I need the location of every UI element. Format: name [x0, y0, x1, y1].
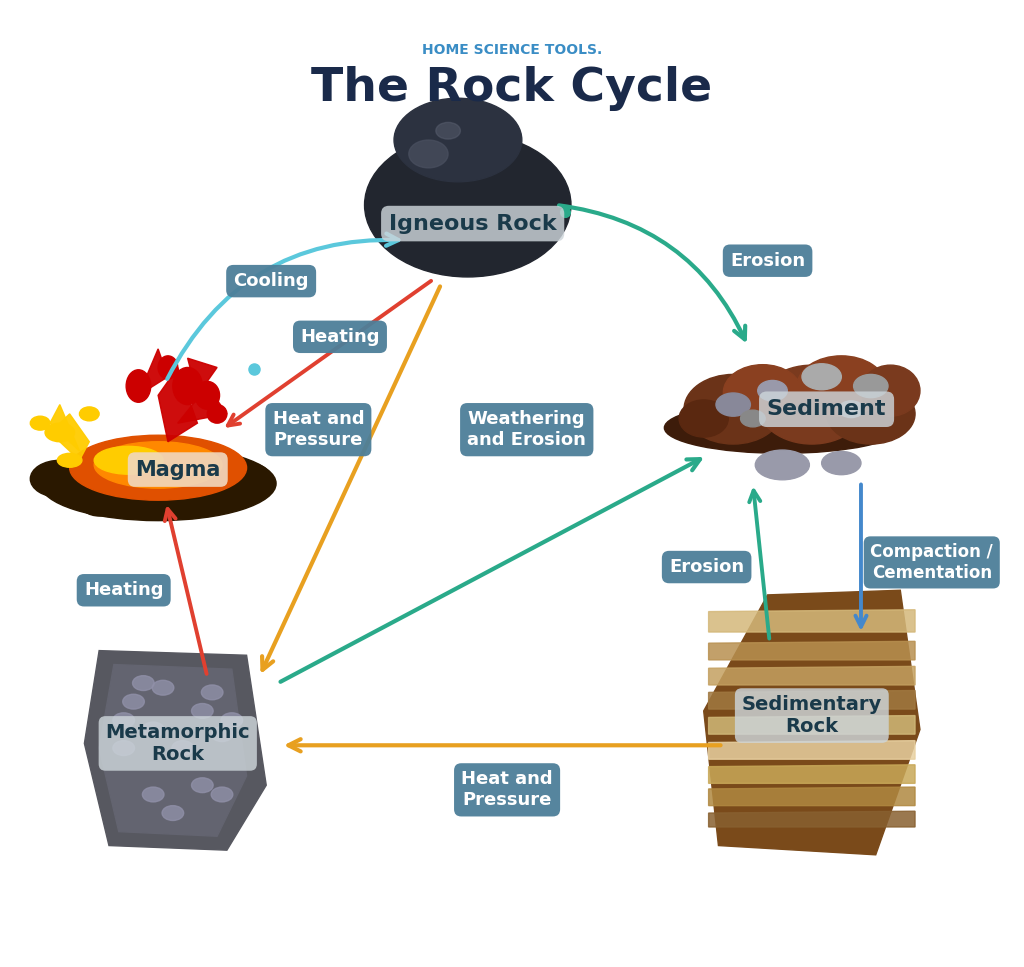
Ellipse shape [40, 447, 276, 520]
Ellipse shape [665, 402, 900, 454]
Ellipse shape [70, 435, 247, 500]
Ellipse shape [826, 384, 915, 444]
Polygon shape [187, 358, 217, 396]
Ellipse shape [191, 777, 213, 793]
Ellipse shape [142, 722, 164, 737]
Ellipse shape [198, 484, 237, 512]
Text: Metamorphic
Rock: Metamorphic Rock [105, 723, 250, 764]
Ellipse shape [153, 681, 174, 695]
Polygon shape [709, 765, 915, 783]
Text: Weathering
and Erosion: Weathering and Erosion [467, 410, 586, 449]
Ellipse shape [839, 401, 863, 418]
Text: Sediment: Sediment [767, 399, 887, 420]
Ellipse shape [802, 364, 842, 390]
Ellipse shape [222, 462, 271, 495]
Text: Heating: Heating [84, 581, 164, 600]
Ellipse shape [716, 393, 751, 416]
Ellipse shape [172, 741, 194, 755]
Ellipse shape [679, 400, 728, 437]
Ellipse shape [207, 404, 227, 424]
Ellipse shape [740, 410, 765, 426]
Ellipse shape [211, 727, 232, 742]
Ellipse shape [126, 369, 151, 402]
Text: Heat and
Pressure: Heat and Pressure [461, 771, 553, 809]
Ellipse shape [195, 381, 219, 409]
Ellipse shape [756, 450, 809, 480]
Ellipse shape [123, 694, 144, 709]
Ellipse shape [797, 356, 886, 416]
Ellipse shape [31, 416, 50, 430]
Ellipse shape [80, 488, 119, 516]
Ellipse shape [162, 806, 183, 820]
Ellipse shape [211, 787, 232, 802]
Polygon shape [158, 367, 198, 442]
Polygon shape [709, 641, 915, 659]
Ellipse shape [723, 365, 802, 421]
Text: Igneous Rock: Igneous Rock [389, 214, 556, 234]
Ellipse shape [94, 447, 163, 474]
Ellipse shape [202, 685, 223, 700]
Ellipse shape [758, 380, 787, 401]
Ellipse shape [821, 452, 861, 475]
Ellipse shape [80, 407, 99, 421]
Ellipse shape [191, 704, 213, 718]
Ellipse shape [173, 367, 203, 404]
Ellipse shape [132, 676, 155, 690]
Polygon shape [709, 666, 915, 685]
Ellipse shape [57, 454, 82, 467]
Polygon shape [178, 386, 227, 424]
Ellipse shape [394, 99, 522, 182]
Ellipse shape [113, 741, 134, 755]
Text: Magma: Magma [135, 459, 220, 480]
Polygon shape [709, 811, 915, 827]
Text: Sedimentary
Rock: Sedimentary Rock [741, 695, 882, 736]
Ellipse shape [854, 374, 888, 397]
Ellipse shape [758, 366, 866, 444]
Text: Heating: Heating [300, 328, 380, 346]
Polygon shape [99, 664, 247, 836]
Ellipse shape [684, 374, 782, 444]
Ellipse shape [221, 713, 243, 727]
Text: Erosion: Erosion [669, 558, 744, 576]
Polygon shape [709, 787, 915, 806]
Ellipse shape [45, 424, 75, 442]
Polygon shape [703, 590, 920, 855]
Ellipse shape [365, 133, 571, 277]
Ellipse shape [142, 787, 164, 802]
Ellipse shape [94, 442, 222, 488]
Text: Compaction /
Cementation: Compaction / Cementation [870, 543, 993, 582]
Ellipse shape [158, 356, 178, 379]
Polygon shape [709, 610, 915, 632]
Ellipse shape [861, 366, 920, 416]
Polygon shape [709, 716, 915, 734]
Text: Erosion: Erosion [730, 251, 805, 270]
Polygon shape [709, 690, 915, 709]
Polygon shape [50, 404, 80, 451]
Polygon shape [50, 414, 89, 460]
Polygon shape [138, 349, 168, 396]
Ellipse shape [436, 123, 461, 139]
Ellipse shape [31, 460, 89, 497]
Text: The Rock Cycle: The Rock Cycle [311, 66, 713, 111]
Ellipse shape [409, 140, 449, 168]
Text: Heat and
Pressure: Heat and Pressure [272, 410, 365, 449]
Polygon shape [84, 651, 266, 850]
Text: Cooling: Cooling [233, 272, 309, 290]
Text: HOME SCIENCE TOOLS.: HOME SCIENCE TOOLS. [422, 43, 602, 56]
Polygon shape [709, 741, 915, 759]
Ellipse shape [113, 713, 134, 727]
